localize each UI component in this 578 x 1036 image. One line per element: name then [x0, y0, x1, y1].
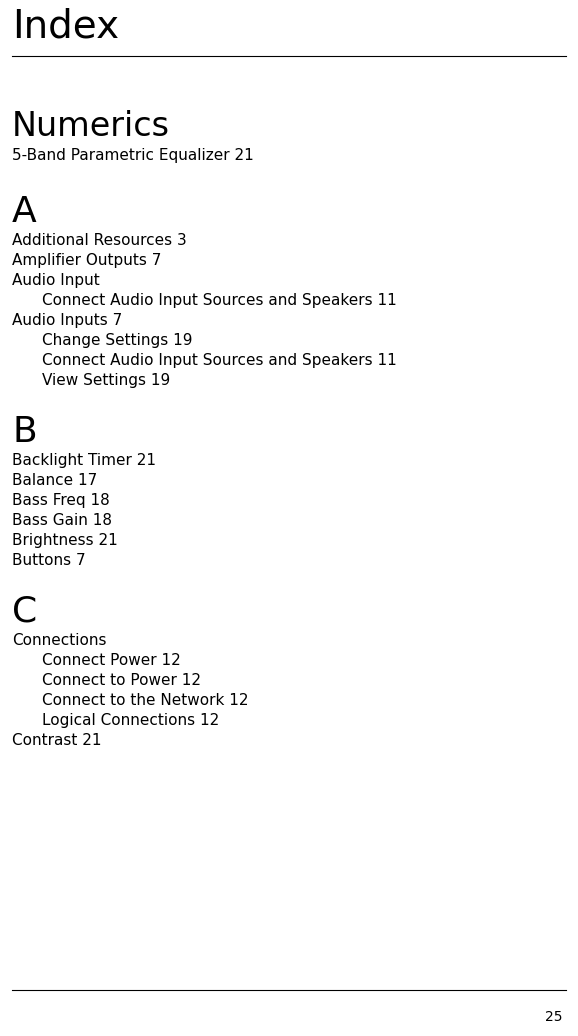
- Text: Connect to the Network 12: Connect to the Network 12: [42, 693, 249, 708]
- Text: C: C: [12, 595, 37, 629]
- Text: 5-Band Parametric Equalizer 21: 5-Band Parametric Equalizer 21: [12, 148, 254, 163]
- Text: Connect Audio Input Sources and Speakers 11: Connect Audio Input Sources and Speakers…: [42, 353, 397, 368]
- Text: Connect Power 12: Connect Power 12: [42, 653, 181, 668]
- Text: Index: Index: [12, 8, 119, 46]
- Text: Additional Resources 3: Additional Resources 3: [12, 233, 187, 248]
- Text: Connect Audio Input Sources and Speakers 11: Connect Audio Input Sources and Speakers…: [42, 293, 397, 308]
- Text: Logical Connections 12: Logical Connections 12: [42, 713, 219, 728]
- Text: Backlight Timer 21: Backlight Timer 21: [12, 453, 156, 468]
- Text: B: B: [12, 415, 36, 449]
- Text: Audio Input: Audio Input: [12, 274, 100, 288]
- Text: Balance 17: Balance 17: [12, 473, 97, 488]
- Text: Connect to Power 12: Connect to Power 12: [42, 673, 201, 688]
- Text: Amplifier Outputs 7: Amplifier Outputs 7: [12, 253, 161, 268]
- Text: Buttons 7: Buttons 7: [12, 553, 86, 568]
- Text: 25: 25: [544, 1010, 562, 1024]
- Text: A: A: [12, 195, 37, 229]
- Text: Bass Gain 18: Bass Gain 18: [12, 513, 112, 528]
- Text: Brightness 21: Brightness 21: [12, 533, 118, 548]
- Text: Bass Freq 18: Bass Freq 18: [12, 493, 110, 508]
- Text: Contrast 21: Contrast 21: [12, 733, 102, 748]
- Text: Connections: Connections: [12, 633, 106, 648]
- Text: Change Settings 19: Change Settings 19: [42, 333, 192, 348]
- Text: Numerics: Numerics: [12, 110, 170, 143]
- Text: Audio Inputs 7: Audio Inputs 7: [12, 313, 123, 328]
- Text: View Settings 19: View Settings 19: [42, 373, 171, 388]
